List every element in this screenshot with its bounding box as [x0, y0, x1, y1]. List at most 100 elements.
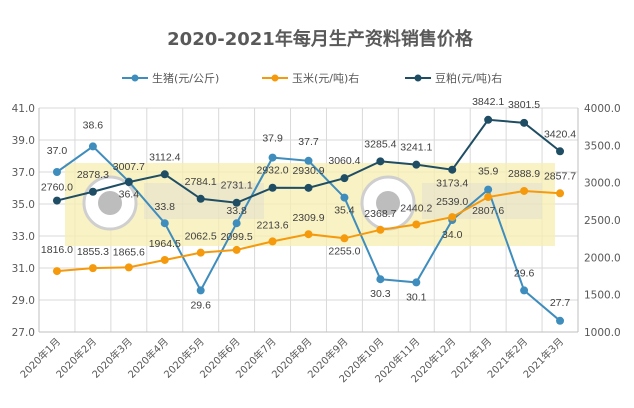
- chart-title: 2020-2021年每月生产资料销售价格: [167, 28, 474, 50]
- legend-marker-icon: [271, 74, 279, 82]
- data-point: [196, 286, 205, 295]
- legend-item: 玉米(元/吨)右: [262, 71, 359, 85]
- data-point: [88, 142, 97, 151]
- data-label: 2760.0: [41, 182, 73, 194]
- data-point: [124, 263, 133, 272]
- left-tick-label: 33.0: [12, 231, 35, 243]
- legend-marker-icon: [131, 74, 139, 82]
- data-labels: 37.0 38.6 36.4 33.8 29.6 33.8 37.9 37.7 35.4 30.3…: [41, 96, 576, 312]
- data-point: [448, 165, 457, 174]
- data-label: 2731.1: [221, 180, 253, 192]
- watermark-pupil: [98, 191, 122, 215]
- data-label: 3842.1: [472, 96, 504, 108]
- data-point: [268, 237, 277, 246]
- left-tick-label: 29.0: [12, 295, 35, 307]
- data-point: [340, 174, 349, 183]
- data-point: [196, 248, 205, 257]
- data-label: 1816.0: [41, 244, 73, 256]
- data-label: 29.6: [190, 299, 211, 311]
- data-label: 29.6: [514, 267, 535, 279]
- right-tick-label: 3500.0: [584, 140, 621, 152]
- data-label: 2309.9: [292, 212, 324, 224]
- data-label: 1855.3: [77, 246, 109, 258]
- data-label: 3060.4: [328, 155, 360, 167]
- right-tick-label: 1500.0: [584, 290, 621, 302]
- data-point: [52, 168, 61, 176]
- data-label: 2784.1: [185, 176, 217, 188]
- data-label: 3112.4: [149, 151, 180, 163]
- data-point: [268, 153, 277, 162]
- data-point: [160, 170, 169, 179]
- left-tick-label: 41.0: [12, 103, 35, 115]
- right-tick-label: 1000.0: [584, 327, 621, 339]
- right-tick-label: 2000.0: [584, 252, 621, 264]
- data-point: [412, 278, 421, 287]
- data-label: 2932.0: [257, 165, 289, 177]
- right-tick-label: 3000.0: [584, 178, 621, 190]
- data-point: [412, 160, 421, 169]
- data-label: 1865.6: [113, 246, 145, 258]
- legend-marker-icon: [414, 74, 422, 82]
- data-label: 33.8: [226, 205, 247, 217]
- right-tick-label: 4000.0: [584, 103, 621, 115]
- data-label: 2062.5: [185, 231, 217, 243]
- data-label: 3285.4: [364, 138, 396, 150]
- data-point: [484, 193, 493, 202]
- data-label: 1964.5: [149, 238, 181, 250]
- data-point: [484, 185, 493, 194]
- data-point: [520, 118, 529, 127]
- left-tick-label: 35.0: [12, 199, 35, 211]
- data-label: 3007.7: [113, 161, 145, 173]
- data-label: 2878.3: [77, 169, 109, 181]
- legend-item: 生猪(元/公斤): [122, 71, 219, 85]
- data-label: 2099.5: [221, 231, 253, 243]
- data-label: 37.9: [262, 133, 283, 145]
- legend-item: 豆粕(元/吨)右: [405, 71, 502, 85]
- data-point: [304, 183, 313, 192]
- data-point: [376, 225, 385, 234]
- data-label: 2930.9: [292, 165, 324, 177]
- left-tick-label: 31.0: [12, 263, 35, 275]
- data-point: [88, 187, 97, 196]
- data-label: 2368.7: [364, 208, 396, 220]
- data-label: 2857.7: [544, 170, 576, 182]
- data-label: 3241.1: [400, 142, 432, 154]
- data-point: [52, 267, 61, 276]
- legend: 生猪(元/公斤) 玉米(元/吨)右 豆粕(元/吨)右: [122, 71, 502, 85]
- data-point: [556, 189, 565, 198]
- data-label: 2539.0: [436, 196, 468, 208]
- data-point: [232, 245, 241, 254]
- data-point: [340, 193, 349, 202]
- data-label: 2440.2: [400, 202, 432, 214]
- data-label: 36.4: [119, 189, 140, 201]
- data-label: 2888.9: [508, 168, 540, 180]
- legend-label: 玉米(元/吨)右: [292, 71, 359, 85]
- data-point: [160, 219, 169, 228]
- data-point: [412, 220, 421, 229]
- left-tick-label: 37.0: [12, 167, 35, 179]
- left-tick-label: 39.0: [12, 135, 35, 147]
- data-label: 3173.4: [436, 178, 468, 190]
- data-point: [232, 198, 241, 207]
- data-label: 3420.4: [544, 128, 576, 140]
- data-label: 33.8: [155, 201, 176, 213]
- data-point: [556, 147, 565, 156]
- data-point: [484, 115, 493, 124]
- data-point: [376, 157, 385, 166]
- data-point: [268, 183, 277, 192]
- data-label: 35.4: [334, 205, 355, 217]
- legend-label: 生猪(元/公斤): [152, 71, 219, 85]
- data-point: [340, 234, 349, 243]
- data-point: [520, 286, 529, 295]
- data-label: 3801.5: [508, 99, 540, 111]
- data-point: [88, 264, 97, 273]
- left-tick-label: 27.0: [12, 327, 35, 339]
- right-tick-label: 2500.0: [584, 215, 621, 227]
- data-point: [52, 196, 61, 205]
- data-label: 37.0: [47, 145, 68, 157]
- data-label: 2213.6: [257, 219, 289, 231]
- data-label: 30.3: [370, 288, 391, 300]
- legend-label: 豆粕(元/吨)右: [435, 71, 502, 85]
- data-point: [304, 156, 313, 165]
